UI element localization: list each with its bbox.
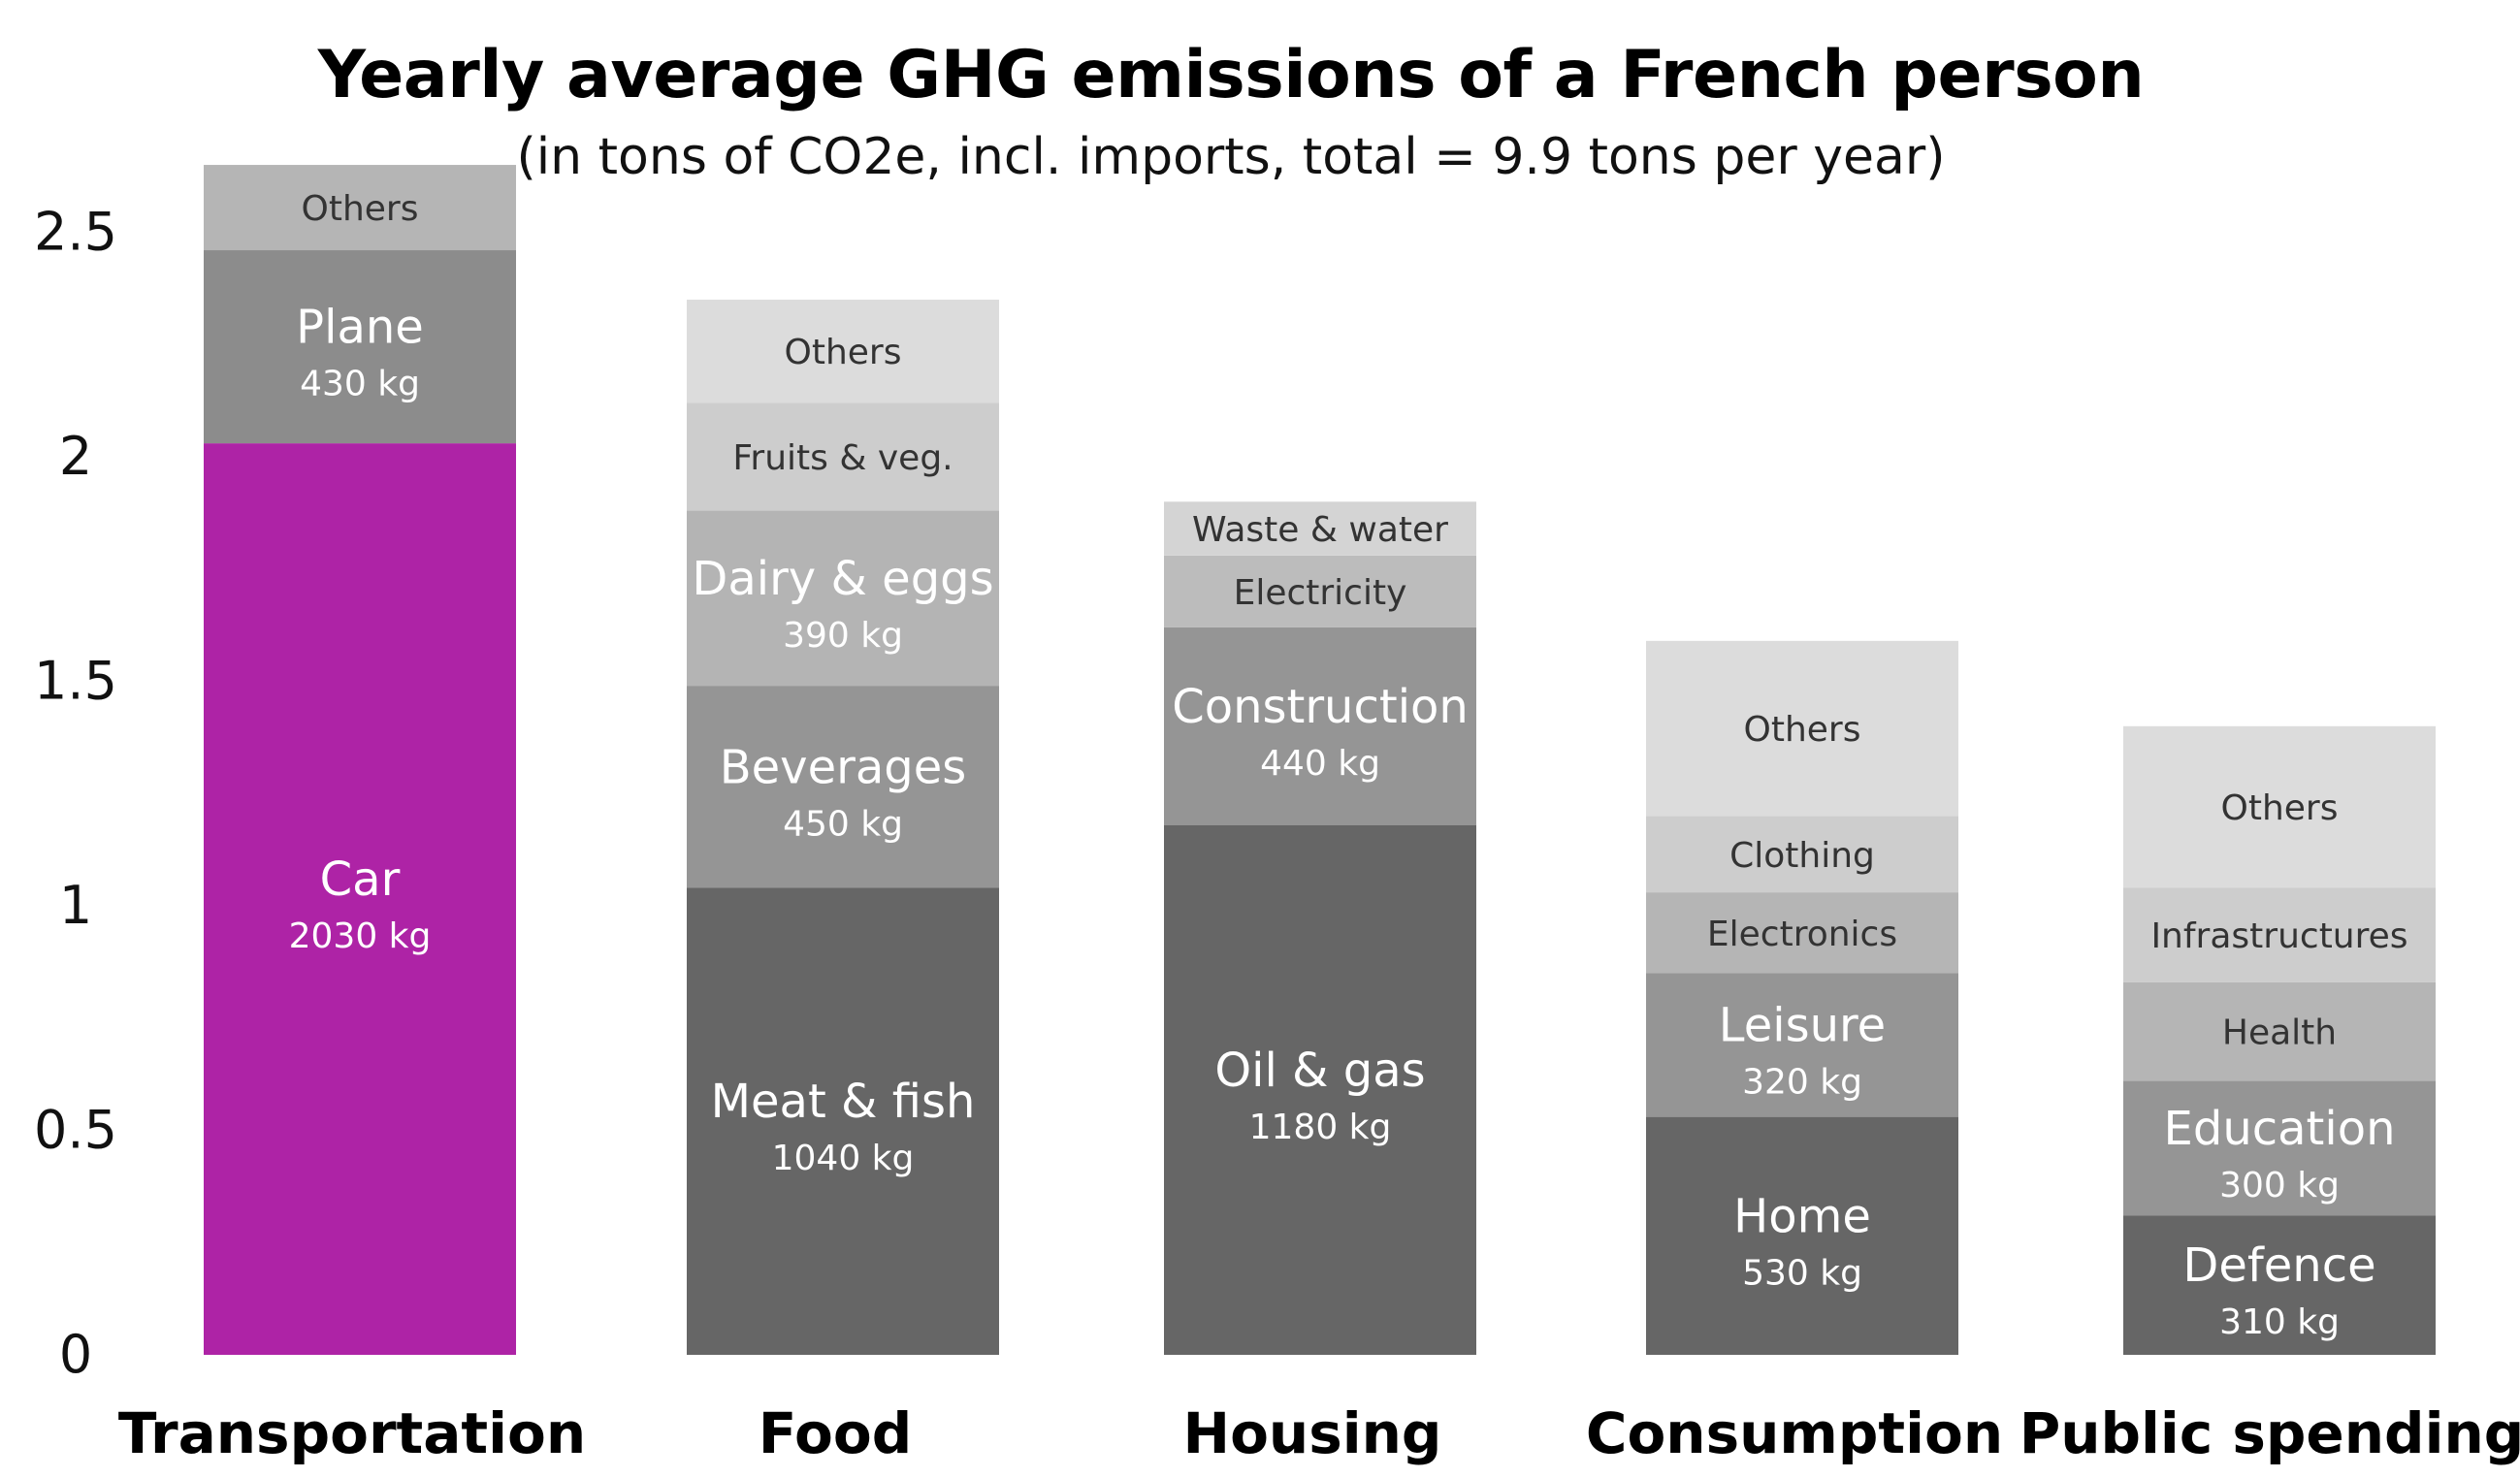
bar-segment-consumption-others [1646, 640, 1958, 817]
segment-label: Leisure [1719, 999, 1886, 1053]
y-tick-label: 0 [59, 1324, 92, 1385]
bar-segment-consumption-leisure [1646, 973, 1958, 1117]
segment-label: Health [2222, 1013, 2337, 1053]
bar-segment-food-beverages [687, 686, 999, 888]
segment-value-label: 300 kg [2219, 1166, 2340, 1205]
segment-value-label: 310 kg [2219, 1302, 2340, 1342]
bar-segment-transportation-car [204, 443, 516, 1355]
chart-title: Yearly average GHG emissions of a French… [317, 37, 2145, 113]
segment-label: Waste & water [1192, 510, 1448, 550]
bar-segment-housing-electricity [1164, 555, 1476, 627]
x-category-label: Consumption [1586, 1400, 2003, 1466]
bar-segment-food-fruits-veg [687, 402, 999, 511]
x-category-label: Housing [1183, 1400, 1442, 1466]
segment-label: Plane [296, 301, 424, 355]
segment-label: Others [785, 333, 902, 372]
segment-value-label: 1180 kg [1249, 1108, 1392, 1147]
segment-value-label: 440 kg [1260, 744, 1380, 784]
chart-subtitle: (in tons of CO2e, incl. imports, total =… [516, 128, 1946, 186]
bar-segment-housing-construction [1164, 627, 1476, 825]
bar-segment-housing-oil-gas [1164, 824, 1476, 1355]
bar-segment-public-spending-health [2123, 981, 2436, 1081]
segment-label: Electricity [1234, 573, 1407, 613]
segment-label: Education [2164, 1102, 2396, 1156]
y-tick-label: 2 [59, 426, 92, 487]
bar-segment-consumption-electronics [1646, 892, 1958, 974]
segment-value-label: 1040 kg [772, 1139, 915, 1178]
segment-value-label: 320 kg [1742, 1063, 1862, 1103]
y-tick-label: 1.5 [34, 651, 117, 712]
y-tick-label: 1 [59, 875, 92, 936]
segment-label: Others [2221, 788, 2339, 828]
bar-segment-public-spending-others [2123, 725, 2436, 888]
segment-label: Fruits & veg. [732, 438, 953, 478]
segment-value-label: 430 kg [300, 365, 420, 404]
bar-segment-public-spending-infrastructures [2123, 887, 2436, 982]
segment-label: Car [320, 852, 401, 907]
bar-segment-transportation-plane [204, 250, 516, 444]
segment-label: Construction [1172, 680, 1469, 734]
bar-segment-housing-waste-water [1164, 501, 1476, 556]
segment-label: Clothing [1729, 836, 1875, 876]
segment-label: Home [1733, 1189, 1871, 1243]
bar-segment-food-others [687, 299, 999, 403]
segment-value-label: 450 kg [783, 804, 903, 844]
segment-value-label: 530 kg [1742, 1253, 1862, 1293]
segment-label: Others [1744, 710, 1861, 750]
segment-label: Defence [2182, 1238, 2375, 1293]
bar-segment-consumption-home [1646, 1116, 1958, 1355]
segment-label: Others [302, 189, 419, 229]
bar-segment-public-spending-education [2123, 1080, 2436, 1216]
y-tick-label: 0.5 [34, 1100, 117, 1161]
y-tick-label: 2.5 [34, 202, 117, 263]
x-category-label: Public spending [2019, 1400, 2520, 1466]
x-category-label: Food [759, 1400, 912, 1466]
bar-segment-consumption-clothing [1646, 816, 1958, 893]
segment-label: Meat & fish [711, 1075, 976, 1129]
segment-value-label: 2030 kg [289, 916, 432, 956]
segment-label: Electronics [1707, 915, 1897, 954]
bar-segment-food-dairy-eggs [687, 510, 999, 687]
segment-value-label: 390 kg [783, 616, 903, 656]
segment-label: Infrastructures [2150, 916, 2407, 956]
x-category-label: Transportation [118, 1400, 586, 1466]
segment-label: Oil & gas [1214, 1044, 1425, 1098]
bar-segment-food-meat-fish [687, 887, 999, 1355]
bar-segment-transportation-others [204, 165, 516, 251]
bar-segment-public-spending-defence [2123, 1215, 2436, 1355]
segment-label: Beverages [720, 740, 967, 794]
segment-label: Dairy & eggs [692, 552, 993, 606]
